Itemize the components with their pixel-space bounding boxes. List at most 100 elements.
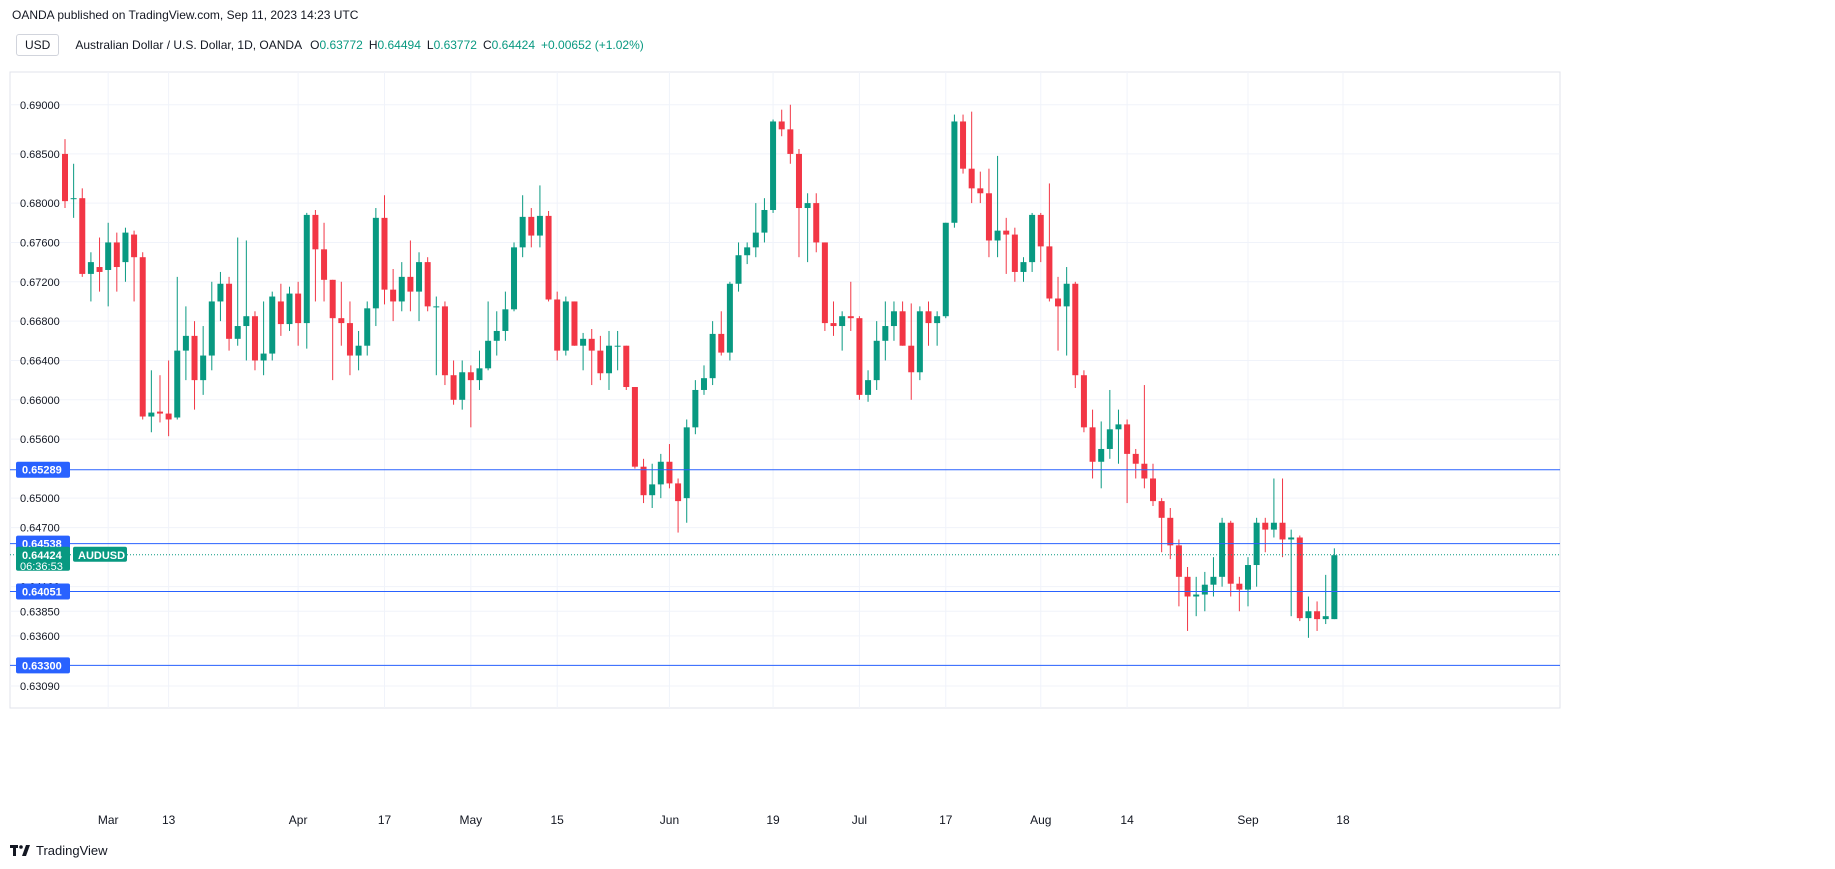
candle-body bbox=[346, 323, 353, 356]
candle-body bbox=[1210, 576, 1217, 585]
candle-body bbox=[778, 121, 785, 130]
candle-body bbox=[960, 121, 967, 169]
candle-body bbox=[1167, 517, 1174, 546]
level-label: 0.63300 bbox=[22, 660, 62, 672]
candle-body bbox=[381, 217, 388, 290]
candle-body bbox=[1037, 214, 1044, 247]
candle-body bbox=[398, 276, 405, 302]
candle-body bbox=[700, 378, 707, 390]
candle-body bbox=[994, 230, 1001, 241]
x-tick-label: Apr bbox=[289, 813, 308, 827]
x-tick-label: 18 bbox=[1336, 813, 1350, 827]
candle-body bbox=[450, 375, 457, 400]
x-tick-label: Sep bbox=[1237, 813, 1259, 827]
open-value: 0.63772 bbox=[319, 38, 363, 52]
close-value: 0.64424 bbox=[491, 38, 536, 52]
footer-brand[interactable]: TradingView bbox=[10, 843, 108, 858]
candle-body bbox=[985, 193, 992, 241]
candle-body bbox=[208, 301, 215, 356]
y-tick-label: 0.66400 bbox=[20, 355, 60, 367]
y-tick-label: 0.67600 bbox=[20, 237, 60, 249]
level-label: 0.65289 bbox=[22, 465, 62, 477]
candle-body bbox=[303, 214, 310, 324]
candle-body bbox=[562, 301, 569, 351]
candle-body bbox=[338, 318, 345, 324]
candle-body bbox=[511, 247, 518, 310]
x-tick-label: 17 bbox=[939, 813, 953, 827]
candle-body bbox=[321, 249, 328, 280]
currency-button[interactable]: USD bbox=[16, 34, 60, 56]
candle-body bbox=[1046, 246, 1053, 299]
candle-body bbox=[882, 326, 889, 341]
candle-body bbox=[657, 461, 664, 485]
candle-body bbox=[364, 308, 371, 346]
level-label-box bbox=[16, 461, 70, 478]
candle-body bbox=[1305, 611, 1312, 619]
candle-body bbox=[908, 345, 915, 373]
candle-body bbox=[62, 153, 68, 202]
y-tick-label: 0.63850 bbox=[20, 606, 60, 618]
candle-body bbox=[735, 255, 742, 284]
candle-body bbox=[243, 316, 250, 327]
candle-body bbox=[865, 380, 872, 395]
candle-body bbox=[1219, 522, 1226, 577]
candle-body bbox=[1279, 522, 1286, 540]
candle-body bbox=[977, 188, 984, 194]
candle-body bbox=[1184, 576, 1191, 597]
y-tick-label: 0.64700 bbox=[20, 523, 60, 535]
candle-body bbox=[277, 301, 284, 325]
candle-body bbox=[113, 242, 120, 268]
candle-body bbox=[200, 355, 207, 381]
y-tick-label: 0.67200 bbox=[20, 277, 60, 289]
candle-body bbox=[1072, 283, 1079, 376]
candle-body bbox=[718, 333, 725, 353]
candle-body bbox=[925, 311, 932, 324]
candle-body bbox=[407, 276, 414, 292]
candle-body bbox=[70, 198, 77, 200]
candle-body bbox=[1322, 616, 1329, 620]
y-tick-label: 0.69000 bbox=[20, 100, 60, 112]
symbol-legend: USD Australian Dollar / U.S. Dollar, 1D,… bbox=[16, 33, 644, 57]
high-value: 0.64494 bbox=[377, 38, 421, 52]
candle-body bbox=[830, 323, 837, 327]
candle-body bbox=[580, 338, 587, 346]
candle-body bbox=[1011, 234, 1018, 272]
candle-body bbox=[467, 372, 474, 381]
candle-body bbox=[588, 338, 595, 351]
candle-body bbox=[79, 198, 86, 274]
y-tick-label: 0.68000 bbox=[20, 198, 60, 210]
candle-body bbox=[156, 411, 163, 414]
candle-body bbox=[770, 121, 777, 210]
candle-body bbox=[191, 335, 198, 381]
candle-body bbox=[951, 121, 958, 223]
candle-body bbox=[1003, 230, 1010, 235]
candle-body bbox=[269, 296, 276, 354]
candle-body bbox=[787, 129, 794, 154]
candle-body bbox=[217, 283, 224, 302]
candle-body bbox=[640, 466, 647, 496]
candle-body bbox=[804, 203, 811, 209]
plot-frame bbox=[9, 71, 1561, 709]
candle-body bbox=[1132, 453, 1139, 464]
footer-brand-label: TradingView bbox=[36, 843, 108, 858]
x-tick-label: Mar bbox=[98, 813, 119, 827]
countdown-label: 06:36:53 bbox=[20, 561, 63, 573]
candle-body bbox=[1106, 429, 1113, 449]
symbol-title: Australian Dollar / U.S. Dollar, 1D, OAN… bbox=[75, 38, 303, 52]
level-label: 0.64051 bbox=[22, 586, 62, 598]
candle-body bbox=[761, 209, 768, 233]
candle-body bbox=[122, 232, 129, 263]
candle-body bbox=[683, 427, 690, 499]
x-tick-label: Aug bbox=[1030, 813, 1051, 827]
candle-body bbox=[1193, 594, 1200, 597]
candle-body bbox=[182, 335, 189, 351]
candle-body bbox=[709, 333, 716, 379]
x-tick-label: 13 bbox=[162, 813, 176, 827]
x-tick-label: 17 bbox=[378, 813, 392, 827]
x-tick-label: 15 bbox=[551, 813, 565, 827]
candle-body bbox=[502, 309, 509, 331]
candle-body bbox=[1115, 424, 1122, 430]
candle-body bbox=[174, 350, 181, 418]
candle-body bbox=[606, 345, 613, 374]
